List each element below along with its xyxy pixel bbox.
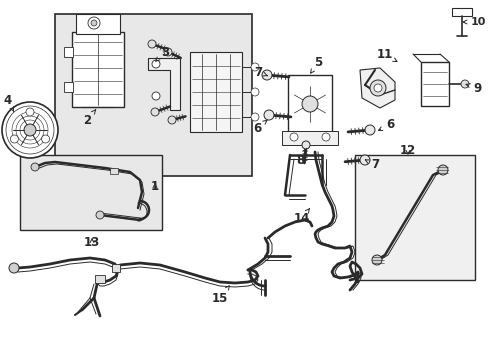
Bar	[72, 32, 124, 107]
Circle shape	[96, 211, 104, 219]
Text: 7: 7	[365, 158, 378, 171]
Circle shape	[250, 88, 259, 96]
Circle shape	[250, 113, 259, 121]
Circle shape	[437, 165, 447, 175]
Bar	[420, 62, 448, 106]
Circle shape	[359, 155, 369, 165]
Bar	[354, 155, 474, 280]
Text: 15: 15	[211, 286, 229, 305]
Circle shape	[168, 116, 176, 124]
Circle shape	[88, 17, 100, 29]
Circle shape	[6, 106, 54, 154]
Bar	[110, 168, 118, 174]
Text: 3: 3	[155, 45, 169, 61]
Circle shape	[24, 124, 36, 136]
Bar	[451, 8, 471, 16]
Circle shape	[371, 255, 381, 265]
Circle shape	[91, 20, 97, 26]
Text: 13: 13	[84, 237, 100, 249]
Circle shape	[152, 60, 160, 68]
Circle shape	[302, 141, 309, 149]
Circle shape	[9, 263, 19, 273]
Bar	[282, 131, 337, 145]
Polygon shape	[148, 58, 180, 110]
Circle shape	[163, 48, 172, 56]
Text: 7: 7	[253, 66, 267, 78]
Bar	[287, 75, 331, 133]
Bar	[76, 14, 120, 34]
Circle shape	[31, 163, 39, 171]
Text: 6: 6	[252, 120, 266, 135]
Circle shape	[369, 80, 385, 96]
Circle shape	[152, 92, 160, 100]
Bar	[20, 155, 162, 230]
Circle shape	[41, 135, 49, 143]
Circle shape	[2, 102, 58, 158]
Text: 5: 5	[310, 57, 322, 73]
Bar	[112, 264, 120, 272]
Circle shape	[364, 125, 374, 135]
Circle shape	[289, 133, 297, 141]
Text: 10: 10	[462, 17, 485, 27]
Circle shape	[10, 135, 19, 143]
Text: 12: 12	[399, 144, 415, 157]
Circle shape	[302, 96, 317, 112]
Text: 9: 9	[465, 81, 480, 94]
Circle shape	[151, 108, 159, 116]
Bar	[190, 52, 242, 132]
Circle shape	[250, 63, 259, 71]
Text: 4: 4	[4, 94, 14, 112]
Circle shape	[460, 80, 468, 88]
Text: 6: 6	[378, 118, 393, 131]
Bar	[64, 82, 73, 92]
Text: 8: 8	[295, 148, 306, 166]
Circle shape	[373, 84, 381, 92]
Text: 1: 1	[151, 180, 159, 193]
Circle shape	[26, 108, 34, 116]
Bar	[64, 47, 73, 57]
Circle shape	[264, 110, 273, 120]
Text: 14: 14	[293, 208, 309, 225]
Circle shape	[262, 70, 271, 80]
Text: 11: 11	[376, 49, 396, 62]
Polygon shape	[359, 68, 394, 108]
Circle shape	[148, 40, 156, 48]
Text: 2: 2	[83, 110, 96, 126]
Bar	[55, 14, 251, 176]
Bar	[95, 275, 105, 283]
Circle shape	[321, 133, 329, 141]
